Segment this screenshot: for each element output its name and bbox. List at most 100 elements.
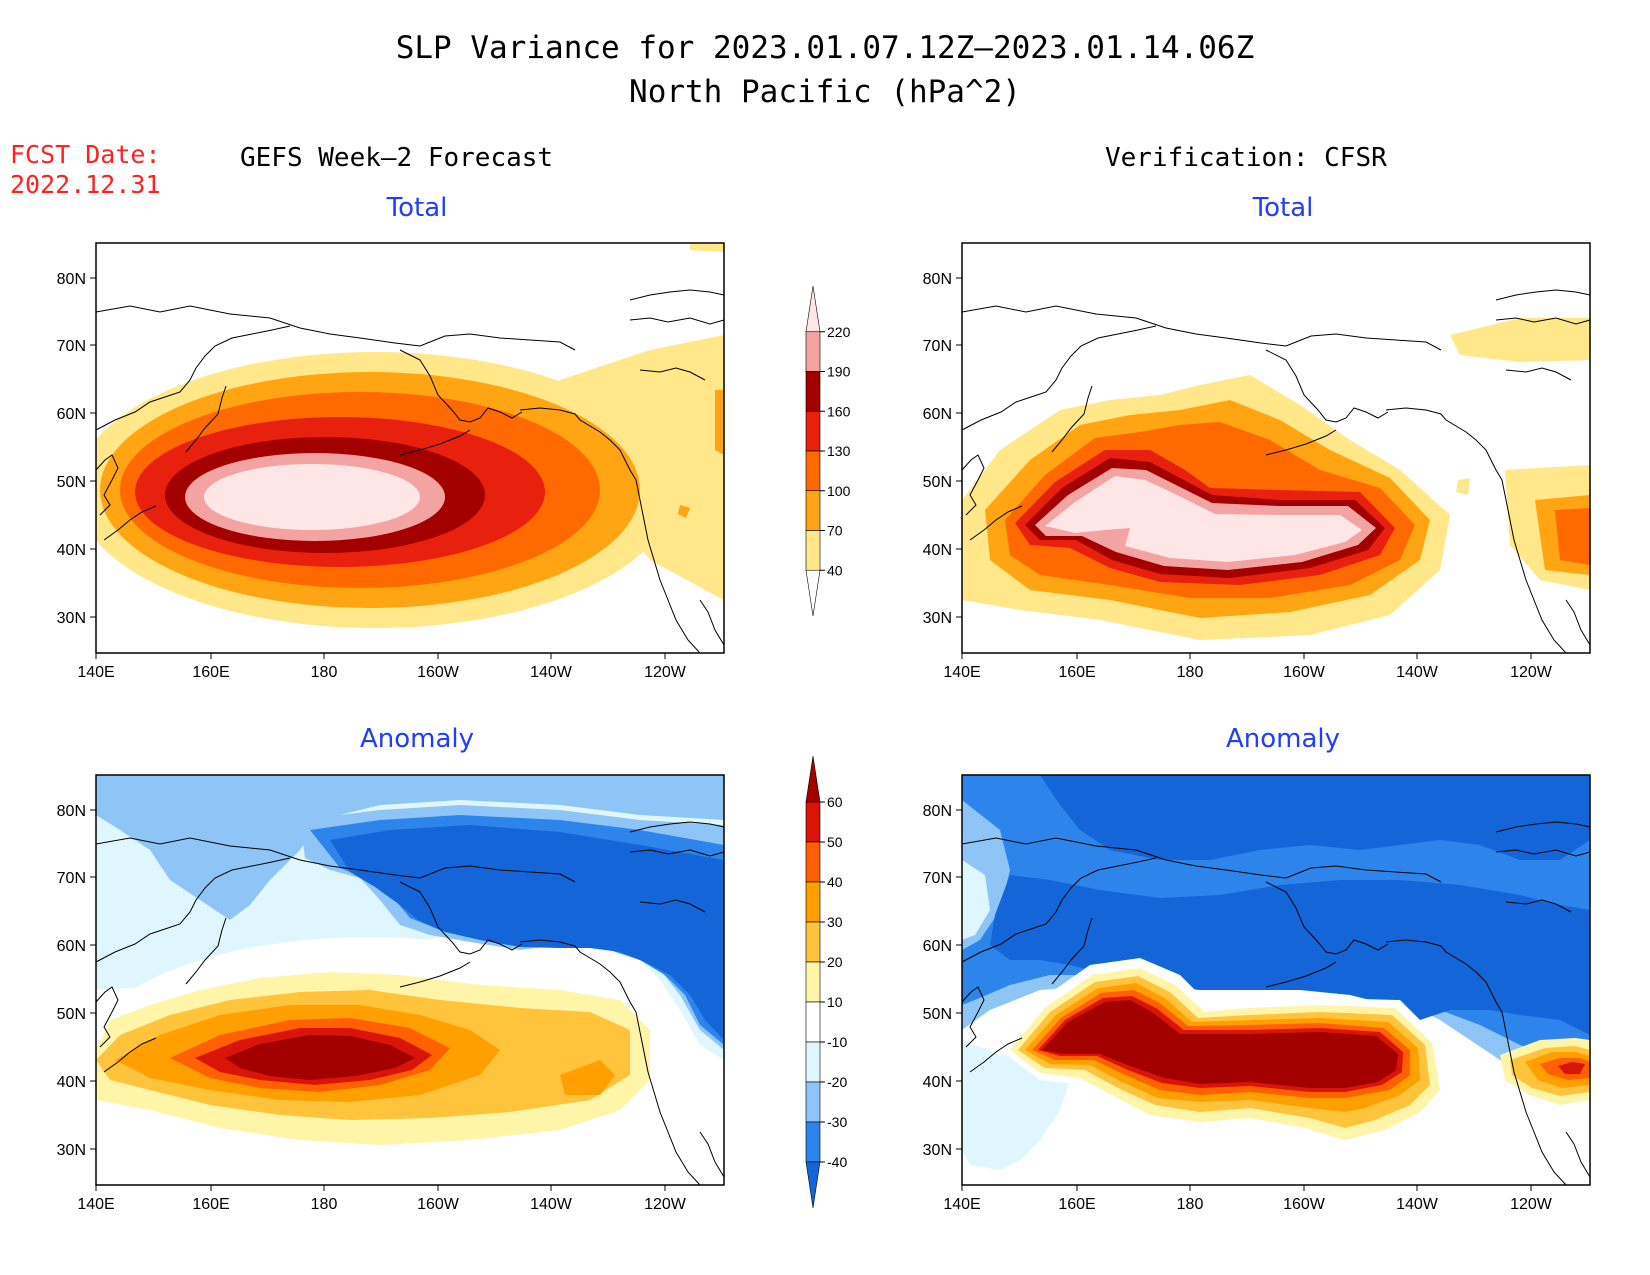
lat-tick-label: 80N <box>57 803 86 820</box>
colorbar-label: 100 <box>827 483 851 499</box>
panel-title-forecast-total: Total <box>386 193 448 223</box>
panel-title-verification-total: Total <box>1252 193 1314 223</box>
lon-tick-label: 160E <box>1058 664 1095 681</box>
colorbar-label: 70 <box>827 523 843 539</box>
lon-tick-label: 140E <box>943 1196 980 1213</box>
colorbar-label: -40 <box>827 1154 847 1170</box>
lat-tick-label: 50N <box>923 474 952 491</box>
frame-verification-anomaly <box>961 774 1591 1186</box>
lat-tick-label: 80N <box>923 271 952 288</box>
colorbar-segment <box>805 961 821 1003</box>
verification-total-field <box>962 243 1590 653</box>
lon-tick-label: 180 <box>311 1196 338 1213</box>
right-column-heading: Verification: CFSR <box>1105 143 1387 173</box>
colorbar-label: 130 <box>827 443 851 459</box>
frame-forecast-anomaly <box>95 774 725 1186</box>
lat-tick-label: 30N <box>923 610 952 627</box>
colorbar-segment <box>805 1081 821 1123</box>
forecast-anomaly-field <box>96 775 724 1185</box>
lat-tick-label: 70N <box>923 338 952 355</box>
colorbar-segment <box>805 450 821 492</box>
lon-tick-label: 140E <box>943 664 980 681</box>
lat-tick-label: 40N <box>923 542 952 559</box>
colorbar-label: -30 <box>827 1114 847 1130</box>
lat-tick-label: 80N <box>923 803 952 820</box>
fcst-date-value: 2022.12.31 <box>10 170 161 199</box>
lon-tick-label: 140W <box>530 1196 573 1213</box>
colorbar-segment <box>805 841 821 883</box>
colorbar-label: 40 <box>827 562 843 578</box>
lat-tick-label: 40N <box>923 1074 952 1091</box>
colorbar-label: -10 <box>827 1034 847 1050</box>
lat-tick-label: 30N <box>57 610 86 627</box>
lat-tick-label: 60N <box>57 406 86 423</box>
lon-tick-label: 180 <box>1177 1196 1204 1213</box>
lon-tick-label: 140W <box>1396 664 1439 681</box>
lon-tick-label: 180 <box>311 664 338 681</box>
fcst-date-label: FCST Date: <box>10 140 161 169</box>
lon-tick-label: 160W <box>417 664 460 681</box>
colorbar-segment <box>805 331 821 372</box>
lon-tick-label: 160E <box>192 1196 229 1213</box>
lon-tick-label: 160W <box>1283 1196 1326 1213</box>
colorbar-anomaly: -40 -30 -20 -10 10 20 30 40 50 60 <box>805 755 847 1209</box>
panel-title-forecast-anomaly: Anomaly <box>359 724 475 754</box>
frame-forecast-total <box>95 242 725 654</box>
colorbar-segment <box>805 569 821 617</box>
colorbar-label: 190 <box>827 364 851 380</box>
main-title: SLP Variance for 2023.01.07.12Z–2023.01.… <box>395 30 1255 66</box>
lat-tick-label: 60N <box>923 938 952 955</box>
lat-tick-label: 70N <box>57 870 86 887</box>
frame-verification-total <box>961 242 1591 654</box>
colorbar-label: 160 <box>827 403 851 419</box>
lat-tick-label: 30N <box>57 1142 86 1159</box>
lat-tick-label: 60N <box>57 938 86 955</box>
colorbar-label: 40 <box>827 874 843 890</box>
lat-tick-label: 60N <box>923 406 952 423</box>
colorbar-segment <box>805 410 821 452</box>
lon-tick-label: 120W <box>1510 664 1553 681</box>
colorbar-segment <box>805 1001 821 1043</box>
colorbar-segment <box>805 490 821 531</box>
lat-tick-label: 80N <box>57 271 86 288</box>
colorbar-label: -20 <box>827 1074 847 1090</box>
panel-title-verification-anomaly: Anomaly <box>1225 724 1341 754</box>
colorbar-label: 20 <box>827 954 843 970</box>
lat-tick-label: 40N <box>57 542 86 559</box>
lon-tick-label: 140E <box>77 1196 114 1213</box>
colorbar-segment <box>805 530 821 571</box>
colorbar-label: 220 <box>827 324 851 340</box>
lon-tick-label: 160E <box>1058 1196 1095 1213</box>
colorbar-label: 60 <box>827 794 843 810</box>
lat-tick-label: 30N <box>923 1142 952 1159</box>
colorbar-segment <box>805 801 821 843</box>
lon-tick-label: 180 <box>1177 664 1204 681</box>
main-subtitle: North Pacific (hPa^2) <box>629 74 1021 110</box>
colorbar-segment <box>805 371 821 412</box>
lat-tick-label: 50N <box>57 474 86 491</box>
lat-tick-label: 70N <box>923 870 952 887</box>
lat-tick-label: 50N <box>57 1006 86 1023</box>
lon-tick-label: 160W <box>417 1196 460 1213</box>
lon-tick-label: 120W <box>644 664 687 681</box>
colorbar-label: 50 <box>827 834 843 850</box>
colorbar-segment <box>805 1041 821 1083</box>
verification-anomaly-field <box>962 775 1590 1185</box>
left-column-heading: GEFS Week–2 Forecast <box>240 143 554 173</box>
colorbar-segment <box>805 921 821 963</box>
lon-tick-label: 120W <box>1510 1196 1553 1213</box>
colorbar-segment <box>805 881 821 923</box>
lat-tick-label: 50N <box>923 1006 952 1023</box>
lon-tick-label: 140W <box>530 664 573 681</box>
colorbar-label: 10 <box>827 994 843 1010</box>
lon-tick-label: 160W <box>1283 664 1326 681</box>
colorbar-segment <box>805 755 821 803</box>
lon-tick-label: 140W <box>1396 1196 1439 1213</box>
colorbar-segment <box>805 285 821 333</box>
lon-tick-label: 120W <box>644 1196 687 1213</box>
colorbar-segment <box>805 1161 821 1209</box>
axes-layer: 80N 70N 60N 50N 40N 30N 140E 160E 180 160W 140W 120… <box>57 271 1553 1213</box>
colorbar-label: 30 <box>827 914 843 930</box>
colorbar-segment <box>805 1121 821 1163</box>
